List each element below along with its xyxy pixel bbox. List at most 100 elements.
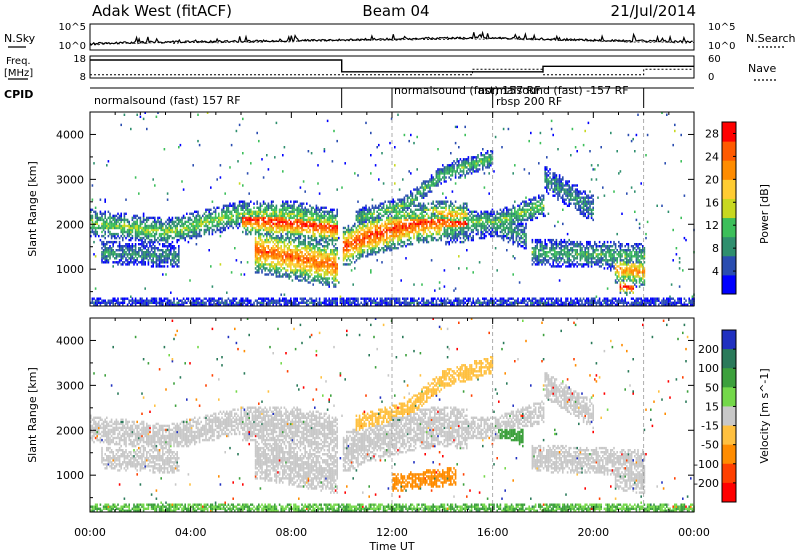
range-cell [261, 261, 263, 264]
range-cell [446, 166, 449, 169]
range-cell [346, 297, 348, 300]
range-cell [261, 249, 263, 252]
range-cell [278, 224, 281, 228]
range-cell [454, 176, 457, 179]
range-cell [405, 245, 407, 248]
range-cell [405, 202, 407, 205]
range-cell [302, 271, 305, 274]
range-cell [386, 247, 388, 250]
range-cell [442, 172, 444, 175]
range-cell [278, 218, 281, 222]
range-cell [208, 299, 210, 302]
range-cell [262, 222, 265, 226]
range-cell [344, 238, 346, 242]
range-cell [134, 236, 137, 240]
range-cell [344, 253, 346, 256]
range-cell [446, 230, 449, 234]
range-cell [376, 303, 378, 306]
range-cell [274, 212, 276, 215]
range-cell [197, 220, 199, 224]
range-cell [453, 299, 455, 302]
range-cell [410, 214, 412, 218]
range-cell [342, 299, 345, 302]
range-cell [397, 226, 399, 230]
range-cell [408, 226, 410, 230]
range-cell [158, 259, 161, 262]
range-cell [278, 222, 281, 226]
range-cell [354, 240, 356, 244]
range-cell [163, 222, 166, 226]
range-cell [232, 303, 234, 306]
range-cell [384, 245, 386, 248]
range-cell [168, 220, 170, 224]
range-cell [410, 204, 412, 207]
range-cell [453, 160, 455, 163]
range-cell [275, 238, 278, 242]
range-cell [363, 212, 366, 215]
range-cell [147, 249, 150, 252]
range-cell [360, 222, 362, 226]
range-cell [352, 249, 354, 252]
range-cell [221, 208, 223, 211]
range-cell [405, 210, 407, 213]
range-cell [432, 200, 434, 203]
range-cell [155, 230, 158, 234]
range-cell [120, 226, 122, 230]
range-cell [366, 224, 369, 228]
range-cell [315, 218, 318, 222]
range-cell [238, 224, 241, 228]
range-cell [352, 238, 354, 242]
range-cell [378, 232, 380, 236]
range-cell [170, 243, 172, 246]
range-cell [318, 265, 321, 268]
range-cell [334, 214, 337, 218]
range-cell [278, 236, 281, 240]
range-cell [253, 216, 255, 220]
range-cell [234, 208, 236, 211]
range-cell [323, 301, 326, 304]
range-cell [262, 228, 265, 232]
range-cell [165, 226, 167, 230]
range-cell [360, 301, 362, 304]
range-cell [166, 218, 169, 222]
range-cell [386, 230, 388, 234]
range-cell [405, 206, 407, 209]
range-cell [408, 234, 410, 238]
range-cell [390, 222, 393, 226]
range-cell [226, 208, 228, 211]
range-cell [112, 218, 114, 222]
range-cell [264, 247, 266, 250]
range-cell [258, 267, 260, 270]
range-cell [286, 269, 289, 272]
range-cell [416, 208, 418, 211]
range-cell [229, 220, 231, 224]
range-cell [262, 220, 265, 224]
range-cell [368, 238, 370, 242]
range-cell [357, 174, 359, 177]
range-cell [246, 228, 249, 232]
range-cell [445, 232, 447, 236]
range-cell [362, 253, 364, 256]
range-cell [128, 234, 130, 238]
range-cell [410, 226, 412, 230]
range-cell [174, 257, 177, 260]
range-cell [365, 297, 367, 300]
range-cell [458, 303, 460, 306]
range-cell [322, 279, 324, 282]
range-cell [402, 232, 404, 236]
range-cell [120, 220, 122, 224]
range-cell [397, 243, 399, 246]
range-cell [149, 299, 151, 302]
range-cell [166, 240, 169, 244]
range-cell [362, 297, 364, 300]
range-cell [298, 204, 300, 207]
range-cell [150, 228, 153, 232]
range-cell [184, 220, 186, 224]
range-cell [456, 158, 458, 161]
range-cell [131, 301, 134, 304]
range-cell [307, 251, 310, 254]
range-cell [330, 230, 332, 234]
range-cell [290, 204, 292, 207]
range-cell [270, 234, 273, 238]
